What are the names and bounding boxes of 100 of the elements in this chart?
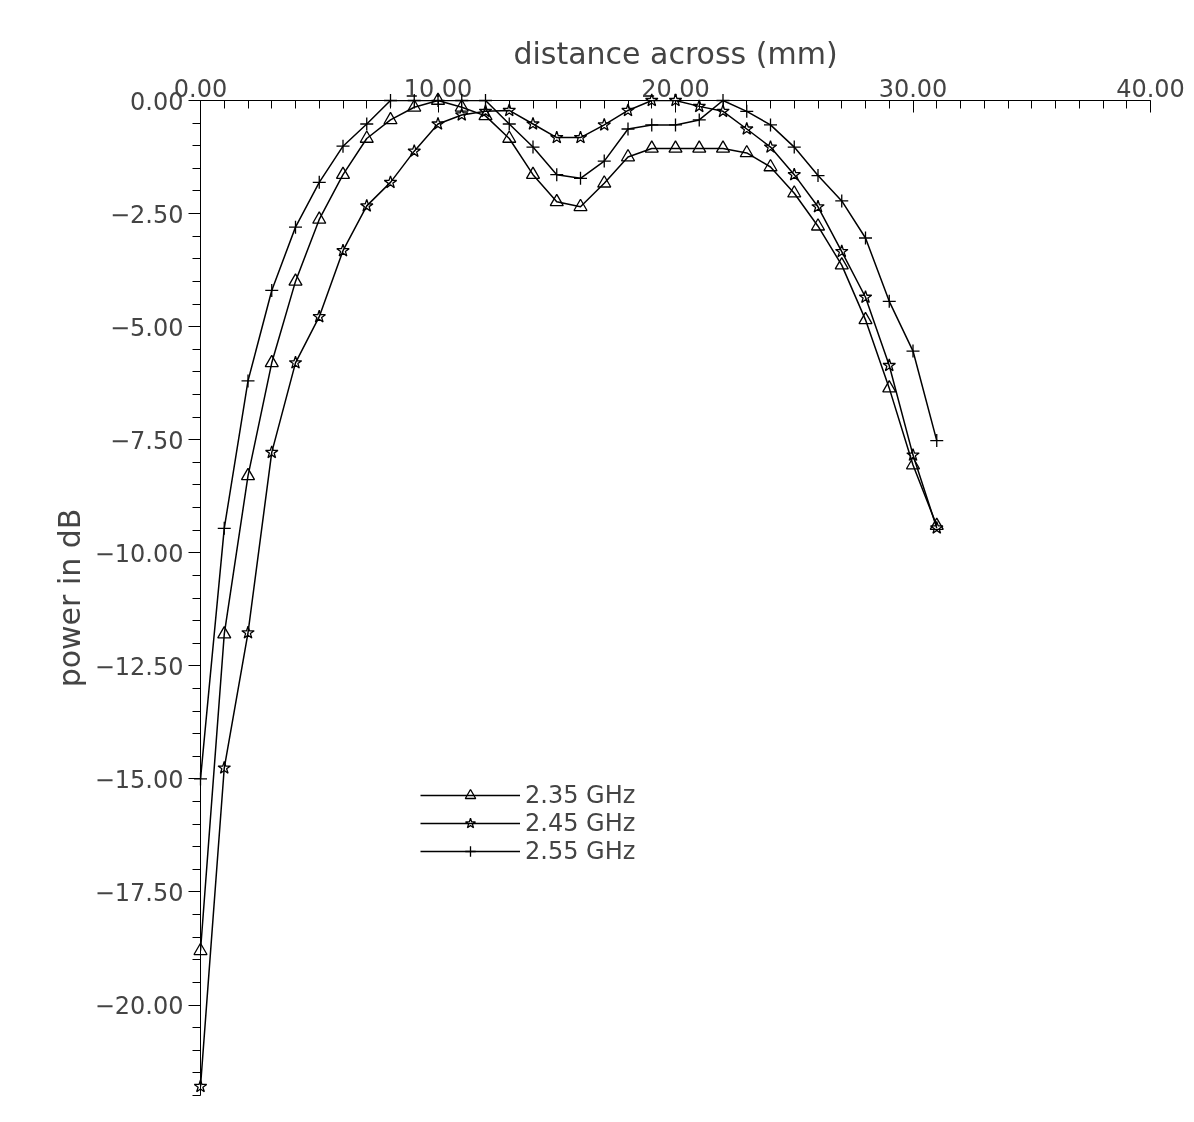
y-tick-label: −10.00 xyxy=(94,539,184,568)
point xyxy=(882,294,897,309)
point xyxy=(906,447,920,461)
point xyxy=(621,103,635,117)
point xyxy=(763,117,778,133)
point xyxy=(288,273,303,286)
point xyxy=(739,144,754,158)
point xyxy=(525,166,541,180)
point xyxy=(383,175,398,189)
point xyxy=(716,104,730,118)
legend-label: 2.35 GHz xyxy=(525,781,636,809)
point xyxy=(335,139,351,154)
point xyxy=(573,130,588,144)
point xyxy=(217,626,232,639)
point xyxy=(620,121,636,137)
point xyxy=(288,219,303,235)
point xyxy=(454,107,469,121)
y-axis-title: power in dB xyxy=(51,508,87,688)
point xyxy=(692,99,707,113)
point xyxy=(763,158,778,172)
y-tick-label: −17.50 xyxy=(94,878,184,907)
legend-label: 2.45 GHz xyxy=(525,809,636,837)
point xyxy=(502,103,517,117)
point xyxy=(834,244,849,258)
legend-label: 2.55 GHz xyxy=(525,837,636,865)
point xyxy=(217,760,232,774)
point xyxy=(359,198,374,212)
point xyxy=(407,144,422,158)
point xyxy=(383,111,398,125)
point xyxy=(597,117,612,131)
x-axis-title: distance across (mm) xyxy=(513,35,838,71)
point xyxy=(264,354,279,368)
y-tick-label: −15.00 xyxy=(94,765,184,794)
point xyxy=(241,625,255,639)
point xyxy=(834,193,849,209)
point xyxy=(834,256,849,270)
point xyxy=(549,193,564,207)
point xyxy=(787,167,802,181)
point xyxy=(193,942,208,956)
y-tick-label: −2.50 xyxy=(109,200,184,229)
point xyxy=(312,211,327,224)
point xyxy=(597,175,612,188)
point xyxy=(668,117,683,133)
point xyxy=(715,93,731,108)
point xyxy=(882,379,897,393)
point xyxy=(882,358,897,372)
point xyxy=(549,167,564,182)
point xyxy=(312,175,327,190)
point xyxy=(407,99,422,112)
point xyxy=(335,166,351,180)
point xyxy=(454,99,469,112)
point xyxy=(905,456,921,470)
point xyxy=(929,433,944,448)
point xyxy=(502,130,517,143)
point xyxy=(336,243,350,257)
point xyxy=(763,139,778,153)
point xyxy=(359,130,374,143)
point xyxy=(811,199,825,213)
point xyxy=(240,373,256,389)
x-tick-label: 10.00 xyxy=(403,74,473,103)
point xyxy=(739,121,754,135)
x-tick-label: 20.00 xyxy=(641,74,710,103)
point xyxy=(787,139,802,155)
point xyxy=(193,771,208,787)
point xyxy=(810,168,826,183)
point xyxy=(573,171,588,186)
point xyxy=(383,93,398,108)
point xyxy=(715,140,731,153)
y-tick-label: −12.50 xyxy=(94,652,184,681)
point xyxy=(431,116,445,130)
point xyxy=(810,218,826,231)
point xyxy=(359,116,374,132)
point xyxy=(240,467,256,481)
y-tick-label: −20.00 xyxy=(94,992,184,1021)
point xyxy=(692,140,707,153)
point xyxy=(858,311,873,325)
point xyxy=(525,139,541,155)
y-tick-label: −5.00 xyxy=(109,313,184,342)
point xyxy=(739,104,754,119)
point xyxy=(787,185,802,198)
point xyxy=(526,116,540,130)
point xyxy=(217,521,232,536)
point xyxy=(668,140,683,153)
point xyxy=(597,153,612,169)
point xyxy=(573,198,588,212)
point xyxy=(549,130,564,144)
point xyxy=(644,140,659,153)
point xyxy=(264,445,279,459)
point xyxy=(478,93,493,108)
y-tick-label: −7.50 xyxy=(109,426,184,455)
x-tick-label: 30.00 xyxy=(878,74,948,103)
point xyxy=(620,148,636,162)
point xyxy=(288,355,303,369)
point xyxy=(193,1079,208,1093)
point xyxy=(644,117,659,133)
point xyxy=(692,112,707,128)
point xyxy=(905,343,921,359)
point xyxy=(502,116,517,132)
point xyxy=(858,290,873,304)
point xyxy=(858,230,873,246)
